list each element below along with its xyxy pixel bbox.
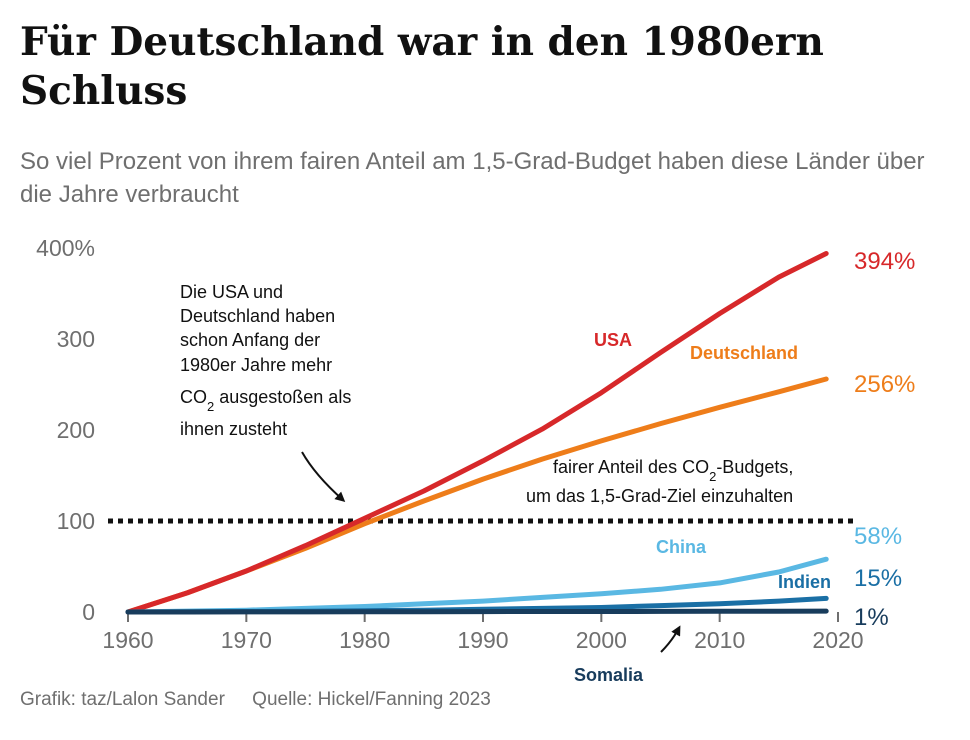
reference-line-label: fairer Anteil des CO2-Budgets, um das 1,…	[526, 457, 793, 506]
chart-title: Für Deutschland war in den 1980ern Schlu…	[20, 19, 824, 114]
series-label-usa: USA	[594, 330, 632, 350]
end-label-usa: 394%	[854, 248, 915, 275]
x-tick-label: 2020	[812, 627, 863, 653]
x-tick-label: 1990	[457, 627, 508, 653]
footer-credit: Grafik: taz/Lalon Sander	[20, 689, 225, 710]
series-label-china: China	[656, 537, 707, 557]
annotation-line: CO2 ausgestoßen als	[180, 387, 351, 414]
x-tick-label: 2000	[576, 627, 627, 653]
y-tick-label: 0	[82, 599, 95, 625]
footer-source: Quelle: Hickel/Fanning 2023	[252, 689, 491, 710]
reference-label-line2: um das 1,5-Grad-Ziel einzuhalten	[526, 486, 793, 506]
chart-subtitle: So viel Prozent von ihrem fairen Anteil …	[20, 148, 925, 208]
annotation-line: ihnen zusteht	[180, 419, 287, 439]
x-tick-label: 2010	[694, 627, 745, 653]
end-label-indien: 15%	[854, 565, 902, 592]
x-tick-label: 1970	[221, 627, 272, 653]
series-label-deutschland: Deutschland	[690, 343, 798, 363]
end-label-deutschland: 256%	[854, 371, 915, 398]
y-axis: 0 100 200 300 400%	[36, 235, 95, 625]
series-line-somalia	[125, 608, 829, 615]
y-tick-label: 400%	[36, 235, 95, 261]
x-tick-label: 1980	[339, 627, 390, 653]
series-label-indien: Indien	[778, 572, 831, 592]
series-lines	[125, 251, 829, 615]
annotation-arrow-icon	[301, 451, 346, 502]
annotation: Die USA und Deutschland haben schon Anfa…	[180, 282, 351, 439]
end-label-somalia: 1%	[854, 604, 889, 631]
y-tick-label: 200	[57, 417, 95, 443]
annotation-line: schon Anfang der	[180, 330, 320, 350]
x-tick-label: 1960	[102, 627, 153, 653]
y-tick-label: 100	[57, 508, 95, 534]
y-tick-label: 300	[57, 326, 95, 352]
reference-label-line1: fairer Anteil des CO2-Budgets,	[553, 457, 793, 484]
series-label-somalia: Somalia	[574, 665, 644, 685]
series-line-usa	[125, 251, 829, 615]
somalia-arrow-icon	[660, 625, 681, 653]
footer: Grafik: taz/Lalon Sander Quelle: Hickel/…	[20, 689, 491, 711]
end-label-china: 58%	[854, 523, 902, 550]
annotation-line: Deutschland haben	[180, 306, 335, 326]
annotation-line: 1980er Jahre mehr	[180, 355, 332, 375]
x-axis: 1960 1970 1980 1990 2000 2010 2020	[102, 612, 864, 653]
annotation-line: Die USA und	[180, 282, 283, 302]
